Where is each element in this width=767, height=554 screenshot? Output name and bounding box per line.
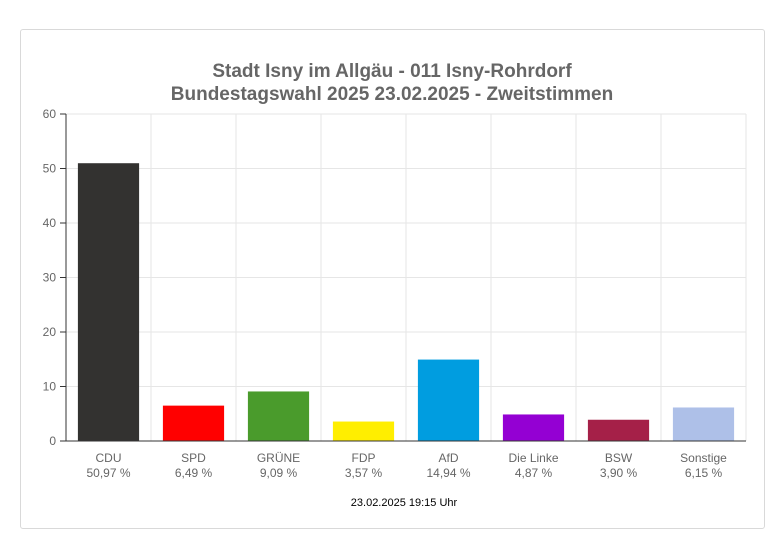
- bar-die-linke: [502, 414, 565, 441]
- chart-title-line-2: Bundestagswahl 2025 23.02.2025 - Zweitst…: [171, 84, 613, 105]
- x-category-label: CDU: [96, 451, 122, 465]
- bar-fdp: [332, 421, 395, 441]
- x-value-label: 3,57 %: [345, 466, 383, 480]
- x-value-label: 14,94 %: [426, 466, 470, 480]
- y-tick-label: 20: [43, 325, 57, 339]
- chart-title-line-1: Stadt Isny im Allgäu - 011 Isny-Rohrdorf: [212, 61, 572, 82]
- x-value-label: 6,15 %: [685, 466, 723, 480]
- x-category-label: AfD: [438, 451, 458, 465]
- timestamp-label: 23.02.2025 19:15 Uhr: [351, 497, 458, 509]
- bar-spd: [162, 405, 225, 441]
- bar-grüne: [247, 391, 310, 441]
- y-tick-label: 40: [43, 216, 57, 230]
- bar-sonstige: [672, 407, 735, 441]
- x-category-label: SPD: [181, 451, 206, 465]
- x-category-label: Die Linke: [508, 451, 558, 465]
- x-value-label: 3,90 %: [600, 466, 638, 480]
- bar-bsw: [587, 419, 650, 441]
- x-category-label: BSW: [605, 451, 633, 465]
- x-value-label: 50,97 %: [86, 466, 130, 480]
- x-value-label: 6,49 %: [175, 466, 213, 480]
- y-tick-label: 0: [49, 434, 56, 448]
- bar-cdu: [77, 163, 140, 441]
- x-category-label: GRÜNE: [257, 451, 300, 465]
- x-category-label: FDP: [352, 451, 376, 465]
- x-value-label: 4,87 %: [515, 466, 553, 480]
- y-tick-label: 30: [43, 271, 57, 285]
- x-value-label: 9,09 %: [260, 466, 298, 480]
- chart-card: [20, 29, 765, 529]
- y-tick-label: 50: [43, 162, 57, 176]
- y-tick-label: 10: [43, 380, 57, 394]
- bar-afd: [417, 359, 480, 441]
- x-category-label: Sonstige: [680, 451, 727, 465]
- y-tick-label: 60: [43, 107, 57, 121]
